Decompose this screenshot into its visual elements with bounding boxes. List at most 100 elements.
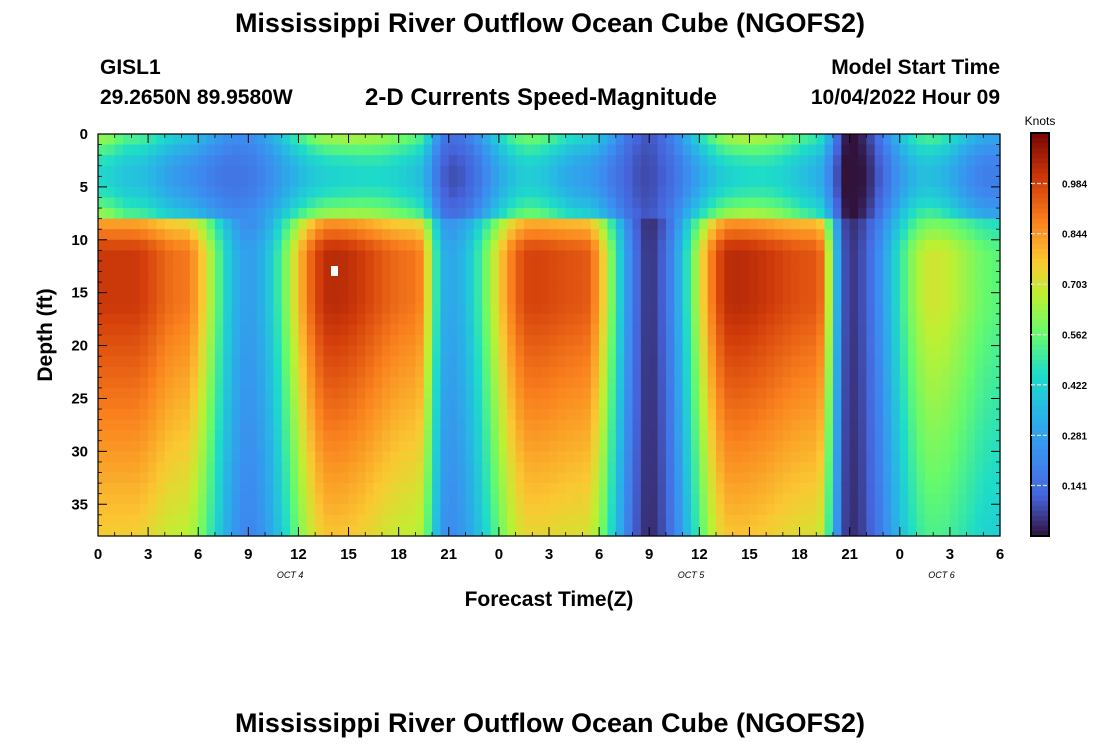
heatmap-cell bbox=[991, 483, 1001, 495]
heatmap-cell bbox=[933, 356, 943, 368]
heatmap-cell bbox=[649, 134, 659, 146]
heatmap-cell bbox=[732, 155, 742, 167]
heatmap-cell bbox=[891, 335, 901, 347]
heatmap-cell bbox=[206, 398, 216, 410]
heatmap-cell bbox=[699, 472, 709, 484]
heatmap-cell bbox=[290, 387, 300, 400]
heatmap-cells bbox=[98, 134, 1001, 537]
heatmap-cell bbox=[306, 366, 316, 378]
heatmap-cell bbox=[156, 197, 166, 209]
heatmap-cell bbox=[256, 260, 266, 273]
heatmap-cell bbox=[699, 345, 709, 357]
heatmap-cell bbox=[649, 335, 659, 347]
heatmap-cell bbox=[632, 271, 642, 283]
heatmap-cell bbox=[432, 345, 442, 357]
colorbar-segment bbox=[1031, 495, 1049, 502]
heatmap-cell bbox=[365, 165, 375, 177]
heatmap-cell bbox=[114, 303, 124, 315]
heatmap-cell bbox=[256, 451, 266, 463]
heatmap-cell bbox=[523, 260, 533, 273]
heatmap-cell bbox=[164, 335, 174, 347]
heatmap-cell bbox=[824, 313, 834, 326]
heatmap-cell bbox=[966, 514, 976, 527]
heatmap-cell bbox=[724, 260, 734, 273]
heatmap-cell bbox=[974, 525, 984, 537]
heatmap-cell bbox=[582, 271, 592, 283]
heatmap-cell bbox=[214, 134, 224, 146]
heatmap-cell bbox=[223, 271, 233, 283]
heatmap-cell bbox=[98, 165, 107, 177]
heatmap-cell bbox=[540, 324, 550, 336]
heatmap-cell bbox=[139, 303, 149, 315]
heatmap-cell bbox=[640, 366, 650, 378]
heatmap-cell bbox=[440, 398, 450, 410]
heatmap-cell bbox=[690, 186, 700, 199]
heatmap-cell bbox=[640, 313, 650, 326]
heatmap-cell bbox=[239, 377, 249, 389]
heatmap-cell bbox=[774, 260, 784, 273]
heatmap-cell bbox=[782, 493, 792, 505]
heatmap-cell bbox=[323, 356, 333, 368]
heatmap-cell bbox=[189, 208, 199, 220]
heatmap-cell bbox=[749, 229, 759, 241]
heatmap-cell bbox=[482, 493, 492, 505]
heatmap-cell bbox=[582, 134, 592, 146]
heatmap-cell bbox=[866, 440, 876, 452]
heatmap-cell bbox=[482, 335, 492, 347]
heatmap-cell bbox=[214, 387, 224, 400]
heatmap-cell bbox=[423, 525, 433, 537]
heatmap-cell bbox=[398, 525, 408, 537]
heatmap-cell bbox=[724, 451, 734, 463]
heatmap-cell bbox=[908, 271, 918, 283]
heatmap-cell bbox=[724, 282, 734, 294]
heatmap-cell bbox=[983, 303, 993, 315]
heatmap-cell bbox=[549, 324, 558, 336]
heatmap-cell bbox=[265, 398, 274, 410]
heatmap-cell bbox=[473, 144, 483, 156]
heatmap-cell bbox=[482, 366, 492, 378]
heatmap-cell bbox=[974, 208, 984, 220]
y-tick-label: 30 bbox=[71, 443, 88, 460]
heatmap-cell bbox=[599, 229, 609, 241]
heatmap-cell bbox=[540, 377, 550, 389]
heatmap-cell bbox=[732, 324, 742, 336]
heatmap-cell bbox=[958, 387, 968, 400]
heatmap-cell bbox=[123, 483, 133, 495]
heatmap-cell bbox=[732, 239, 742, 251]
heatmap-cell bbox=[114, 208, 124, 220]
heatmap-cell bbox=[373, 260, 383, 273]
heatmap-cell bbox=[565, 292, 575, 304]
heatmap-cell bbox=[231, 250, 241, 262]
heatmap-cell bbox=[983, 239, 993, 251]
heatmap-cell bbox=[640, 260, 650, 273]
heatmap-cell bbox=[707, 398, 717, 410]
heatmap-cell bbox=[766, 165, 776, 177]
colorbar-segment bbox=[1031, 374, 1049, 381]
heatmap-cell bbox=[774, 282, 784, 294]
heatmap-cell bbox=[674, 324, 684, 336]
heatmap-cell bbox=[991, 282, 1001, 294]
heatmap-cell bbox=[724, 409, 734, 421]
heatmap-cell bbox=[331, 292, 341, 304]
heatmap-cell bbox=[832, 409, 842, 421]
heatmap-cell bbox=[657, 324, 667, 336]
heatmap-cell bbox=[540, 239, 550, 251]
heatmap-cell bbox=[473, 335, 483, 347]
heatmap-cell bbox=[515, 525, 525, 537]
heatmap-cell bbox=[557, 377, 567, 389]
heatmap-cell bbox=[624, 144, 634, 156]
heatmap-cell bbox=[523, 292, 533, 304]
heatmap-cell bbox=[640, 356, 650, 368]
heatmap-cell bbox=[265, 271, 274, 283]
heatmap-cell bbox=[239, 345, 249, 357]
heatmap-cell bbox=[98, 239, 107, 251]
heatmap-cell bbox=[473, 483, 483, 495]
heatmap-cell bbox=[223, 387, 233, 400]
heatmap-cell bbox=[599, 303, 609, 315]
heatmap-cell bbox=[699, 387, 709, 400]
heatmap-cell bbox=[749, 271, 759, 283]
heatmap-cell bbox=[991, 239, 1001, 251]
heatmap-cell bbox=[348, 419, 358, 431]
heatmap-cell bbox=[565, 186, 575, 199]
y-tick-label: 5 bbox=[80, 179, 88, 196]
